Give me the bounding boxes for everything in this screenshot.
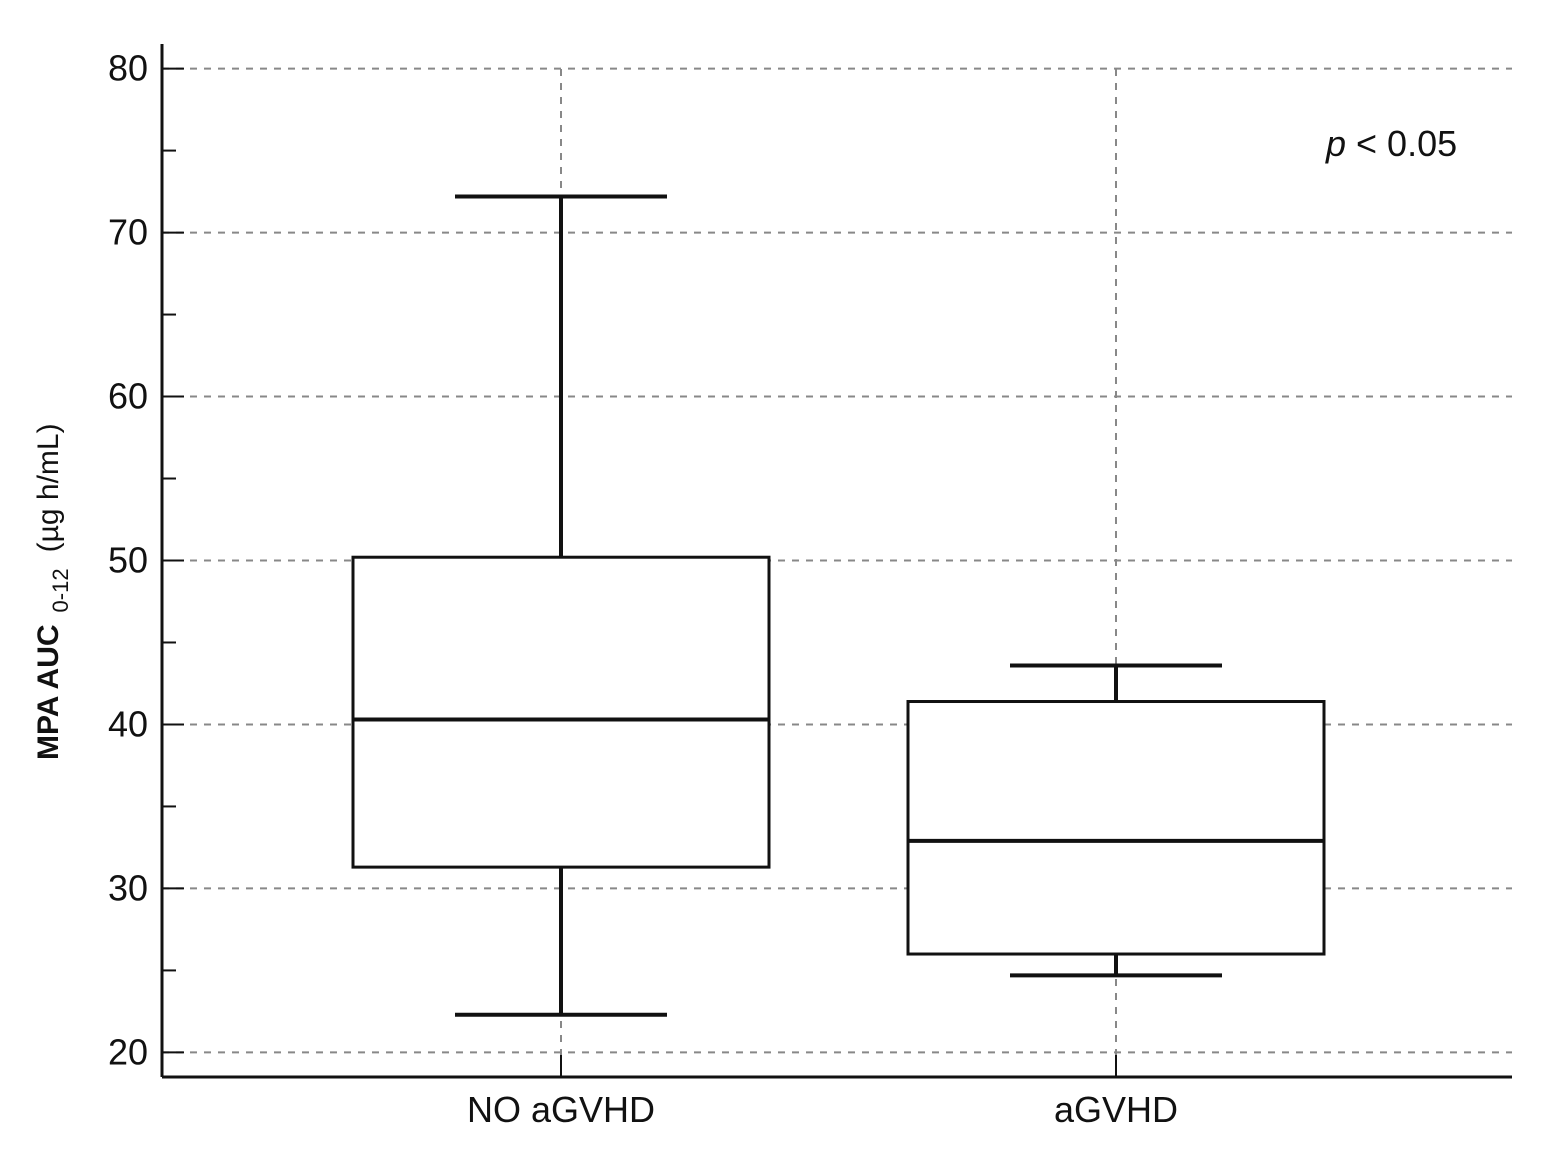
y-axis-title-main: MPA AUC bbox=[32, 624, 65, 760]
p-symbol: p bbox=[1325, 123, 1346, 164]
y-tick-label-30: 30 bbox=[108, 867, 148, 908]
y-tick-label-20: 20 bbox=[108, 1031, 148, 1072]
box-2 bbox=[906, 663, 1326, 978]
box-series bbox=[351, 194, 1326, 1017]
y-axis-title-subscript: 0-12 bbox=[48, 568, 73, 612]
box-1 bbox=[351, 194, 771, 1017]
p-value-text: < 0.05 bbox=[1346, 123, 1457, 164]
y-tick-label-60: 60 bbox=[108, 376, 148, 417]
x-category-label-2: aGVHD bbox=[1054, 1089, 1178, 1130]
y-axis-title: MPA AUC 0-12 (µg h/mL) bbox=[32, 423, 73, 760]
x-category-label-1: NO aGVHD bbox=[467, 1089, 655, 1130]
p-value-annotation: p < 0.05 bbox=[1325, 123, 1457, 164]
y-tick-label-50: 50 bbox=[108, 540, 148, 581]
y-tick-label-40: 40 bbox=[108, 703, 148, 744]
box-iqr bbox=[906, 700, 1326, 956]
svg-text:MPA AUC 0-12 (µg h: MPA AUC 0-12 (µg h/mL) bbox=[32, 423, 73, 760]
axis-labels: 20 30 40 50 60 70 80 NO aGVHD aGVHD bbox=[108, 48, 1178, 1130]
y-tick-label-80: 80 bbox=[108, 48, 148, 89]
y-tick-label-70: 70 bbox=[108, 212, 148, 253]
axes bbox=[160, 44, 1512, 1079]
box-iqr bbox=[351, 555, 771, 869]
y-axis-title-unit: (µg h/mL) bbox=[32, 423, 65, 552]
